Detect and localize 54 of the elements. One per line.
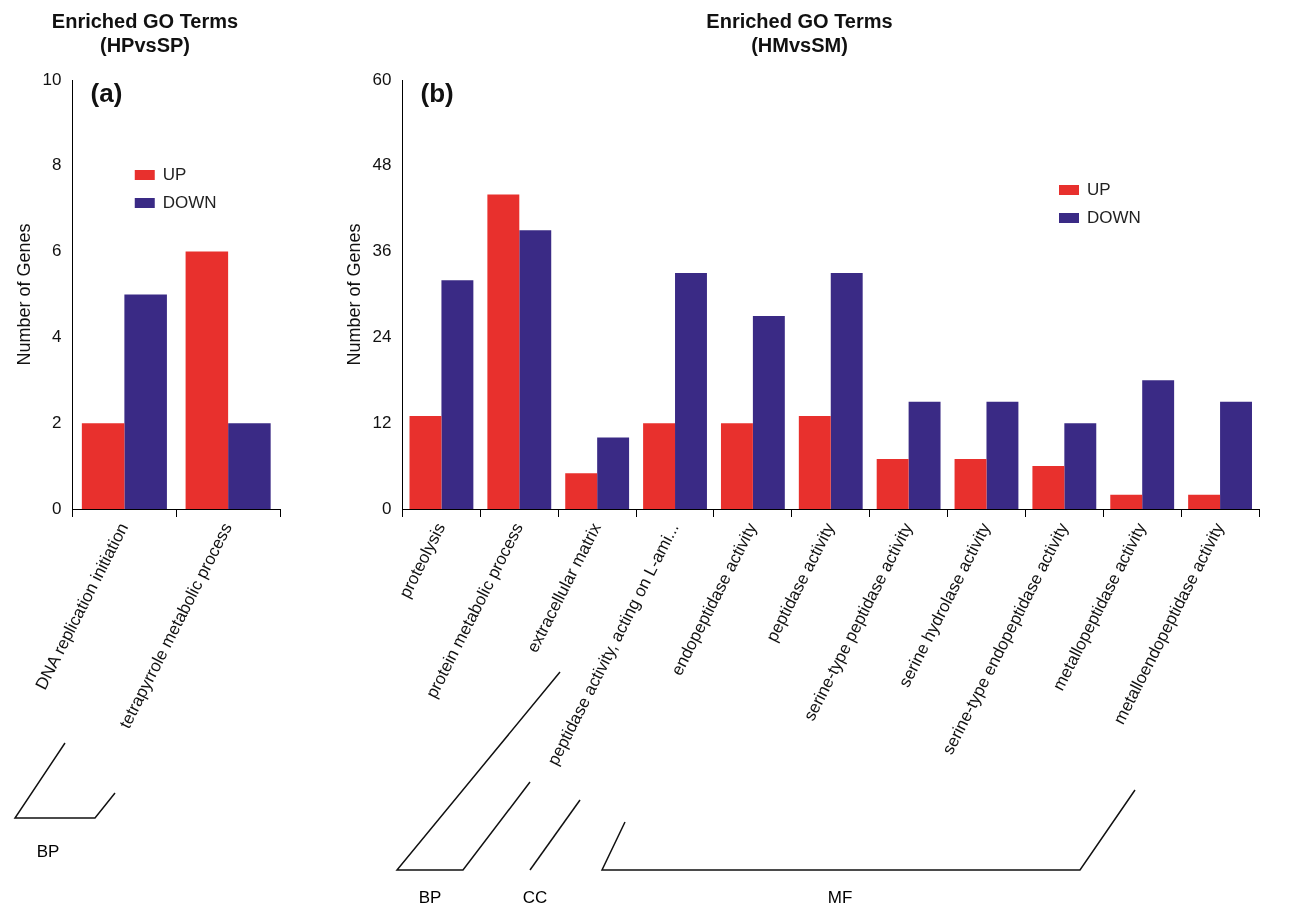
y-tick-label: 6	[52, 241, 62, 261]
chart-title: Enriched GO Terms	[51, 9, 239, 32]
y-tick-label: 2	[52, 412, 62, 432]
bar	[986, 401, 1019, 509]
text: MF	[827, 888, 853, 908]
bar	[519, 230, 552, 509]
y-tick-label: 0	[52, 498, 62, 518]
y-axis-title: Number of Genes	[343, 223, 364, 366]
bar	[1188, 494, 1221, 509]
y-tick-label: 12	[372, 412, 392, 432]
bar	[876, 458, 909, 509]
bar	[487, 194, 520, 509]
annotation: (b)	[420, 78, 454, 109]
legend-label: UP	[1087, 179, 1111, 199]
bar	[675, 273, 707, 509]
bar	[1032, 466, 1065, 509]
y-axis-title: Number of Genes	[13, 223, 34, 366]
legend-label: UP	[162, 164, 187, 184]
bar	[752, 315, 785, 509]
bar	[185, 251, 229, 509]
bar	[124, 294, 167, 509]
y-tick-label: 4	[52, 327, 62, 347]
bar	[409, 416, 442, 509]
bar	[1110, 494, 1143, 509]
bar	[720, 423, 753, 509]
bar	[441, 280, 474, 509]
text: BP	[36, 842, 60, 862]
bar	[565, 473, 598, 509]
y-tick-label: 24	[372, 327, 392, 347]
y-tick-label: 8	[52, 155, 62, 175]
bar	[798, 416, 831, 509]
bar	[954, 458, 987, 509]
bar	[908, 401, 941, 509]
y-tick-label: 0	[382, 498, 392, 518]
bar	[1142, 380, 1175, 509]
bar	[81, 423, 125, 509]
text: CC	[522, 888, 548, 908]
text: BP	[418, 888, 442, 908]
bar	[1220, 401, 1252, 509]
bar	[643, 423, 676, 509]
legend-label: DOWN	[1087, 207, 1141, 227]
annotation: (a)	[90, 78, 123, 109]
y-tick-label: 48	[372, 155, 392, 175]
bar	[597, 437, 630, 509]
y-tick-label: 60	[372, 69, 392, 89]
chart-subtitle: (HMvsSM)	[751, 33, 848, 56]
bar	[228, 423, 271, 509]
chart-title: Enriched GO Terms	[706, 9, 893, 32]
y-tick-label: 10	[42, 69, 62, 89]
bar	[1064, 423, 1097, 509]
y-tick-label: 36	[372, 241, 392, 261]
chart-subtitle: (HPvsSP)	[99, 33, 191, 56]
bar	[830, 273, 863, 509]
legend-label: DOWN	[162, 192, 217, 212]
